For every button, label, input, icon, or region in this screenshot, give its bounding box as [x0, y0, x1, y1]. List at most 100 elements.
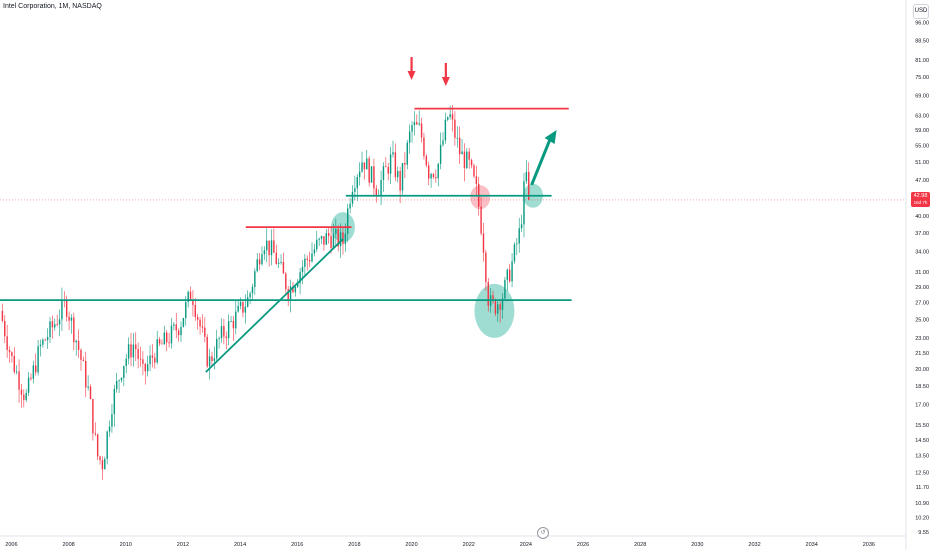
y-tick-label: 17.00 [915, 403, 929, 409]
candle-body [182, 318, 185, 327]
candle-body [401, 163, 404, 191]
candle-body [149, 355, 151, 365]
candle-body [168, 342, 170, 344]
candle-body [75, 340, 77, 343]
candle-body [344, 233, 347, 245]
candle-body [387, 167, 389, 174]
candle-body [80, 349, 82, 360]
candle-body [511, 261, 513, 282]
candle-body [325, 233, 328, 245]
highlight-circle [470, 185, 491, 210]
currency-button[interactable]: USD [913, 4, 929, 19]
y-tick-label: 14.50 [915, 438, 929, 444]
candle-body [456, 137, 459, 139]
up-arrow-shaft [530, 137, 552, 186]
candle-body [99, 456, 101, 461]
candle-body [520, 224, 523, 229]
candle-body [235, 311, 237, 329]
candle-body [115, 381, 118, 390]
candle-body [413, 122, 416, 126]
goto-realtime-icon[interactable]: ↺ [537, 527, 549, 539]
candle-body [227, 321, 230, 339]
x-tick-label: 2026 [577, 542, 589, 548]
candle-body [54, 324, 56, 328]
candle-body [111, 414, 113, 427]
candle-body [408, 131, 411, 143]
candle-body [127, 344, 130, 359]
candle-body [404, 163, 406, 165]
y-tick-label: 75.00 [915, 75, 929, 81]
candle-body [399, 170, 401, 191]
candle-body [499, 304, 501, 310]
candle-body [289, 286, 292, 300]
candle-body [418, 123, 420, 125]
y-tick-label: 40.00 [915, 214, 929, 220]
y-tick-label: 81.00 [915, 58, 929, 64]
candle-body [194, 304, 197, 318]
candle-body [397, 170, 399, 178]
candle-body [49, 321, 51, 338]
candle-body [156, 339, 158, 363]
y-tick-label: 27.00 [915, 301, 929, 307]
candle-body [435, 177, 437, 179]
candle-body [154, 357, 156, 363]
candle-body [23, 394, 25, 400]
candle-body [15, 371, 18, 373]
y-tick-label: 47.00 [915, 178, 929, 184]
candle-body [406, 142, 408, 165]
candle-body [73, 317, 75, 343]
candle-body [82, 359, 85, 361]
candle-body [163, 332, 166, 345]
candle-body [123, 366, 125, 378]
candle-body [485, 252, 487, 283]
candle-body [449, 114, 451, 118]
candle-body [439, 144, 442, 164]
y-tick-label: 10.90 [915, 501, 929, 507]
last-price: 42.98 [913, 193, 928, 199]
candle-body [277, 262, 280, 264]
candle-body [237, 305, 239, 312]
candle-body [42, 339, 44, 345]
candle-body [280, 261, 282, 263]
candle-body [330, 236, 332, 248]
candle-body [189, 291, 192, 300]
candle-body [292, 286, 294, 293]
candle-body [273, 240, 275, 253]
candle-body [294, 286, 297, 293]
candle-body [61, 299, 63, 320]
y-tick-label: 11.70 [916, 485, 929, 491]
y-tick-label: 88.50 [915, 39, 929, 45]
candle-body [32, 365, 35, 379]
candle-body [504, 279, 506, 299]
candle-body [108, 426, 111, 432]
y-tick-label: 15.50 [915, 423, 929, 429]
candle-body [356, 177, 358, 189]
candle-body [246, 297, 249, 307]
candle-body [96, 434, 99, 457]
down-arrow-head [407, 71, 416, 81]
candle-body [92, 399, 94, 434]
candle-body [270, 240, 273, 256]
candle-body [327, 233, 330, 237]
candle-body [213, 358, 216, 361]
candle-body [70, 317, 73, 321]
candle-body [25, 392, 27, 400]
candle-body [204, 327, 206, 337]
candle-body [513, 244, 516, 262]
candle-body [266, 240, 268, 251]
candle-body [342, 232, 344, 245]
candle-body [380, 179, 382, 196]
x-tick-label: 2030 [691, 542, 703, 548]
candle-body [351, 191, 354, 204]
candle-body [430, 173, 432, 179]
candle-body [199, 319, 201, 327]
y-tick-label: 37.00 [915, 231, 929, 237]
candle-body [8, 349, 11, 353]
x-tick-label: 2036 [863, 542, 875, 548]
candle-body [120, 377, 123, 381]
x-tick-label: 2032 [748, 542, 760, 548]
candle-body [18, 371, 20, 390]
y-tick-label: 55.00 [915, 144, 929, 150]
candle-body [244, 306, 247, 313]
